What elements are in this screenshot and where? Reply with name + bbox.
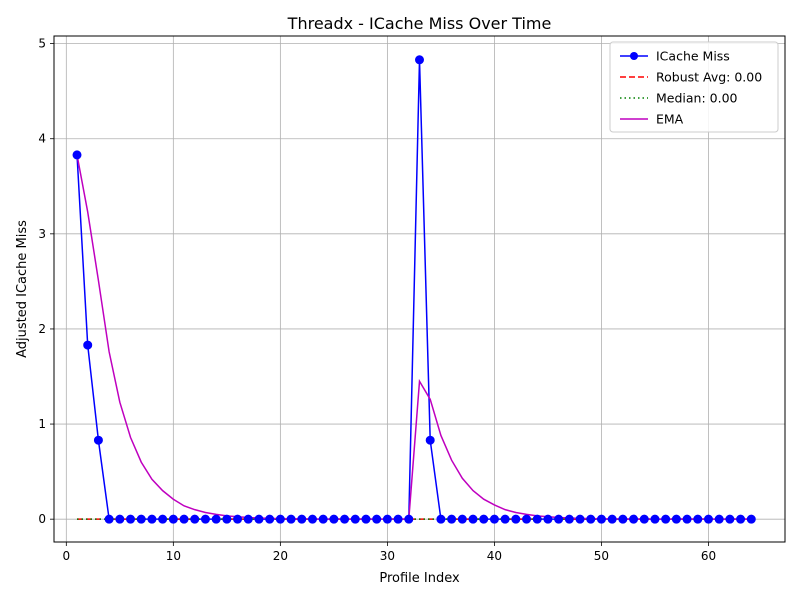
data-point — [286, 514, 296, 524]
data-point — [489, 514, 499, 524]
legend: ICache Miss Robust Avg: 0.00 Median: 0.00 E… — [609, 41, 779, 133]
data-point — [703, 514, 713, 524]
y-tick-label: 3 — [38, 227, 46, 241]
data-point — [404, 514, 414, 524]
data-point — [297, 514, 307, 524]
data-point — [714, 514, 724, 524]
data-point — [447, 514, 457, 524]
data-point — [254, 514, 264, 524]
data-point — [265, 514, 275, 524]
data-point — [586, 514, 596, 524]
data-point — [93, 435, 103, 445]
data-point — [104, 514, 114, 524]
y-tick-label: 1 — [38, 417, 46, 431]
data-point — [307, 514, 317, 524]
plot-area — [72, 55, 756, 524]
data-point — [725, 514, 735, 524]
legend-marker — [630, 52, 638, 60]
data-point — [415, 55, 424, 65]
data-point — [436, 514, 446, 524]
axes-frame — [53, 35, 786, 543]
x-tick-label: 30 — [380, 549, 395, 563]
data-point — [457, 514, 467, 524]
data-point — [393, 514, 403, 524]
data-point — [629, 514, 639, 524]
legend-entry: ICache Miss — [656, 49, 730, 64]
x-tick-label: 60 — [701, 549, 716, 563]
chart-title: Threadx - ICache Miss Over Time — [287, 14, 552, 33]
data-point — [275, 514, 285, 524]
data-point — [126, 514, 136, 524]
data-point — [211, 514, 221, 524]
y-tick-label: 2 — [38, 322, 46, 336]
data-point — [350, 514, 360, 524]
data-point — [382, 514, 392, 524]
data-point — [671, 514, 681, 524]
data-point — [222, 514, 232, 524]
data-point — [425, 435, 435, 445]
legend-entry: EMA — [656, 112, 684, 127]
data-point — [72, 150, 82, 160]
legend-entry: Median: 0.00 — [656, 91, 738, 106]
data-point — [190, 514, 200, 524]
ticks: 0 10 20 30 40 50 60 0 1 2 3 4 5 — [38, 37, 716, 563]
data-point — [340, 514, 350, 524]
y-tick-label: 0 — [38, 512, 46, 526]
data-point — [500, 514, 510, 524]
data-point — [179, 514, 189, 524]
data-point — [693, 514, 703, 524]
data-point — [522, 514, 532, 524]
x-tick-label: 40 — [487, 549, 502, 563]
data-point — [564, 514, 574, 524]
data-point — [661, 514, 671, 524]
data-point — [596, 514, 606, 524]
y-tick-label: 4 — [38, 132, 46, 146]
data-point — [554, 514, 564, 524]
data-point — [147, 514, 157, 524]
y-axis-label: Adjusted ICache Miss — [15, 220, 30, 358]
series-line-3 — [76, 154, 752, 520]
data-point — [168, 514, 178, 524]
x-tick-label: 0 — [62, 549, 70, 563]
data-point — [115, 514, 125, 524]
legend-box — [609, 41, 779, 133]
data-point — [682, 514, 692, 524]
data-point — [618, 514, 628, 524]
x-tick-label: 20 — [273, 549, 288, 563]
legend-entry: Robust Avg: 0.00 — [656, 70, 762, 85]
y-tick-label: 5 — [38, 37, 46, 51]
data-point — [543, 514, 553, 524]
x-tick-label: 50 — [594, 549, 609, 563]
data-point — [361, 514, 371, 524]
data-point — [639, 514, 649, 524]
data-point — [318, 514, 328, 524]
data-point — [468, 514, 478, 524]
data-point — [200, 514, 210, 524]
data-point — [607, 514, 617, 524]
data-point — [575, 514, 585, 524]
data-point — [650, 514, 660, 524]
x-axis-label: Profile Index — [379, 571, 460, 586]
data-point — [532, 514, 542, 524]
data-point — [83, 340, 93, 350]
data-point — [511, 514, 521, 524]
data-point — [158, 514, 168, 524]
data-point — [233, 514, 243, 524]
data-point — [243, 514, 253, 524]
data-point — [136, 514, 146, 524]
x-tick-label: 10 — [166, 549, 181, 563]
data-point — [736, 514, 746, 524]
data-point — [479, 514, 489, 524]
data-point — [372, 514, 382, 524]
data-point — [746, 514, 756, 524]
data-point — [329, 514, 339, 524]
